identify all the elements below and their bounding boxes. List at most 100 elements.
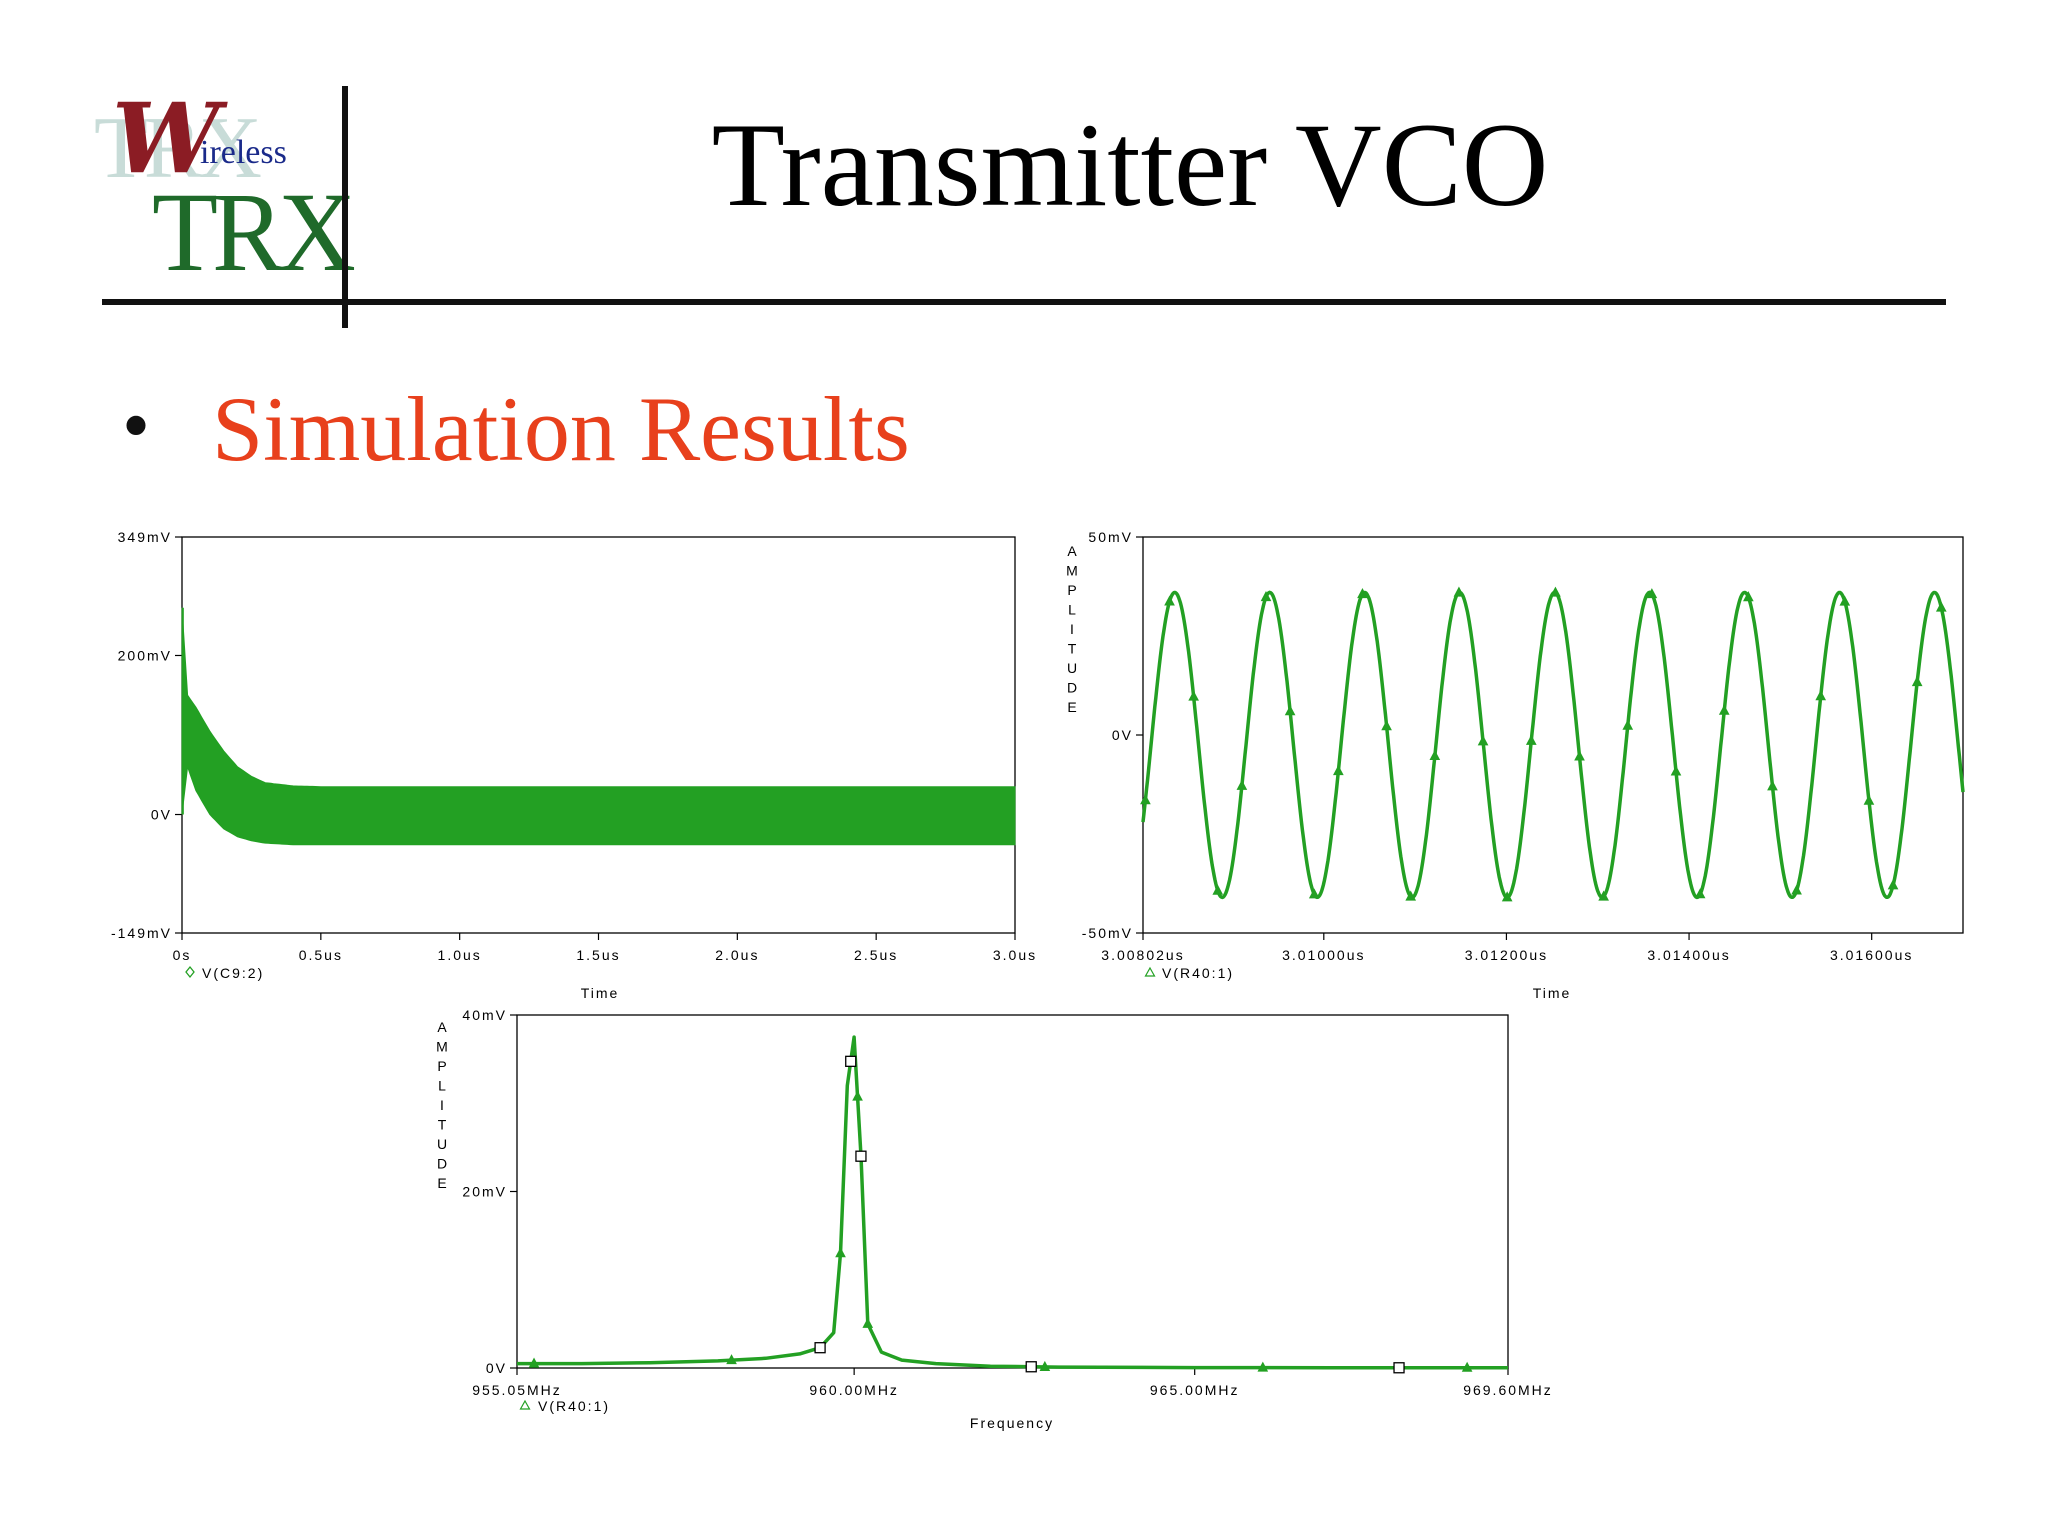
chart3-y-tick-label: 0V	[486, 1360, 507, 1376]
chart1-legend-label: V(C9:2)	[202, 965, 264, 981]
chart3-y-axis-title-letter: T	[438, 1117, 449, 1133]
logo-ghost-text: TRX	[94, 100, 262, 197]
chart3-y-axis-title-letter: I	[440, 1097, 446, 1113]
chart1-x-tick-label: 2.0us	[715, 947, 759, 963]
chart1-x-tick-label: 0.5us	[299, 947, 343, 963]
chart1-y-tick-label: 349mV	[118, 529, 172, 545]
chart2-y-axis-title-letter: E	[1067, 699, 1078, 715]
chart2-trace-marker	[1212, 884, 1224, 895]
chart2-trace-marker	[1236, 779, 1248, 790]
chart2-trace-marker	[1670, 765, 1682, 776]
chart3-y-tick-label: 20mV	[462, 1184, 507, 1200]
chart1-x-tick-label: 3.0us	[993, 947, 1037, 963]
chart3-trace-marker	[528, 1357, 540, 1368]
header-vertical-divider	[342, 86, 348, 328]
chart2-trace-marker	[1743, 591, 1754, 602]
chart2-trace-marker	[1357, 588, 1368, 599]
chart2-trace-marker	[1598, 890, 1609, 901]
chart2-y-axis-title-letter: P	[1067, 582, 1078, 598]
chart2-y-axis-title-letter: I	[1070, 621, 1076, 637]
chart3-trace-marker	[1039, 1360, 1051, 1371]
chart2-trace-marker	[1405, 890, 1417, 901]
chart1-y-tick-label: -149mV	[111, 925, 172, 941]
chart2-trace-marker	[1550, 586, 1561, 597]
chart2-trace-marker	[1381, 720, 1392, 731]
chart2-trace-marker	[1188, 690, 1199, 701]
chart2-trace-marker	[1525, 734, 1537, 745]
chart2-trace-marker	[1260, 591, 1272, 602]
chart2-trace-marker	[1863, 794, 1875, 805]
chart2-trace-marker	[1308, 888, 1320, 899]
chart3-trace-marker	[852, 1090, 863, 1101]
chart2-trace-marker	[1646, 588, 1658, 599]
bullet-dot: •	[122, 382, 151, 470]
chart3-trace-marker	[726, 1354, 737, 1365]
chart3-square-marker	[845, 1055, 857, 1067]
chart1-x-tick-label: 1.5us	[576, 947, 620, 963]
chart3-x-tick-label: 965.00MHz	[1150, 1382, 1240, 1398]
chart2-trace-marker	[1622, 719, 1634, 730]
chart2-y-axis-title-letter: U	[1067, 660, 1079, 676]
chart1-legend-marker	[185, 965, 195, 979]
bullet-item: • Simulation Results	[122, 383, 910, 475]
chart2-trace-marker	[1140, 794, 1151, 805]
chart1-plot-frame	[181, 536, 1016, 934]
chart2-y-axis-title-letter: L	[1068, 602, 1078, 618]
chart2-x-tick-label: 3.01000us	[1282, 947, 1365, 963]
chart3-y-tick-label: 40mV	[462, 1007, 507, 1023]
chart2-trace-marker	[1429, 749, 1441, 761]
chart3-trace-marker	[1461, 1361, 1473, 1372]
chart2-x-tick-label: 3.01600us	[1830, 947, 1913, 963]
chart2-y-tick-label: -50mV	[1082, 925, 1133, 941]
chart3-trace-marker	[862, 1317, 874, 1328]
chart2-sine-trace	[1141, 590, 1965, 900]
chart3-y-axis-title-letter: D	[437, 1156, 449, 1172]
chart3-x-tick-label: 969.60MHz	[1463, 1382, 1553, 1398]
chart2-x-tick-label: 3.00802us	[1101, 947, 1184, 963]
chart3-y-axis-title-letter: U	[437, 1136, 449, 1152]
chart1-x-tick-label: 1.0us	[438, 947, 482, 963]
chart2-trace-marker	[1767, 780, 1778, 791]
chart2-x-tick-label: 3.01200us	[1465, 947, 1548, 963]
chart3-trace-marker	[835, 1247, 846, 1258]
chart2-trace-marker	[1935, 601, 1947, 612]
chart1-x-tick-label: 0s	[173, 947, 192, 963]
chart3-y-axis-title-letter: P	[437, 1058, 448, 1074]
chart2-trace-marker	[1839, 595, 1851, 606]
chart3-trace-marker	[1257, 1361, 1269, 1372]
wireless-trx-logo: TRX W ireless TRX	[90, 82, 356, 295]
chart2-y-tick-label: 0V	[1112, 727, 1133, 743]
chart3-legend-label: V(R40:1)	[538, 1398, 610, 1414]
chart3-x-axis-title: Frequency	[970, 1415, 1054, 1431]
chart3-square-marker	[1393, 1362, 1405, 1374]
chart3-square-marker	[855, 1150, 867, 1162]
bullet-text: Simulation Results	[212, 378, 910, 480]
chart1-y-tick-label: 200mV	[118, 647, 172, 663]
chart2-y-axis-title-letter: A	[1067, 543, 1078, 559]
chart2-trace-marker	[1501, 891, 1513, 902]
chart3-spectrum-trace	[517, 1035, 1509, 1370]
chart2-trace-marker	[1815, 690, 1827, 701]
chart3-y-axis-title-letter: E	[437, 1175, 448, 1191]
header-horizontal-divider	[102, 299, 1946, 305]
chart2-x-tick-label: 3.01400us	[1647, 947, 1730, 963]
chart2-y-axis-title-letter: T	[1068, 641, 1079, 657]
chart3-y-axis-title-letter: M	[436, 1039, 450, 1055]
chart2-trace-marker	[1477, 735, 1489, 746]
chart2-trace-marker	[1333, 765, 1344, 776]
chart2-trace-marker	[1791, 884, 1802, 895]
slide-title: Transmitter VCO	[711, 98, 1549, 231]
chart2-trace-marker	[1718, 704, 1730, 715]
chart2-trace-marker	[1911, 676, 1923, 687]
chart2-trace-marker	[1164, 595, 1175, 606]
chart2-trace-marker	[1694, 888, 1706, 899]
chart2-legend-marker	[1144, 966, 1156, 977]
chart2-legend-label: V(R40:1)	[1162, 965, 1234, 981]
chart2-trace-marker	[1574, 750, 1585, 761]
chart3-square-marker	[814, 1342, 826, 1354]
chart3-square-marker	[1025, 1361, 1037, 1373]
chart2-x-axis-title: Time	[1533, 985, 1572, 1001]
logo-trx: TRX	[152, 170, 356, 296]
logo-ireless: ireless	[200, 134, 287, 171]
